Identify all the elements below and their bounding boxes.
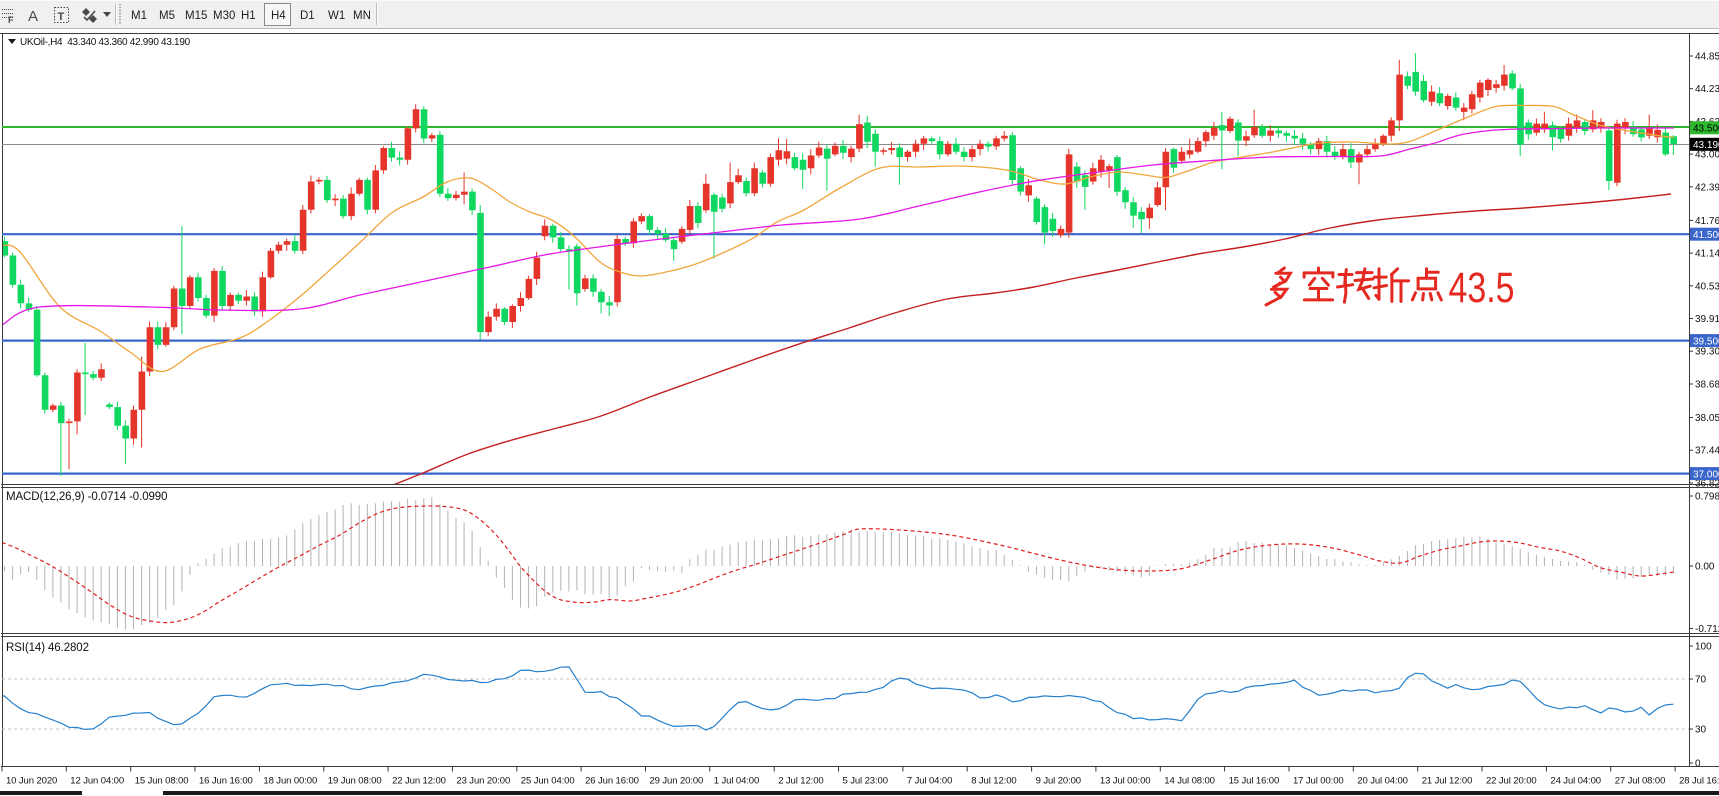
- svg-text:26 Jun 16:00: 26 Jun 16:00: [585, 776, 639, 787]
- svg-text:0: 0: [1695, 759, 1701, 770]
- svg-text:RSI(14) 46.2802: RSI(14) 46.2802: [6, 642, 89, 654]
- svg-text:43.500: 43.500: [1693, 124, 1719, 135]
- svg-text:F: F: [8, 15, 14, 25]
- svg-text:15 Jul 16:00: 15 Jul 16:00: [1229, 776, 1280, 787]
- svg-text:36.825: 36.825: [1695, 478, 1719, 489]
- svg-text:16 Jun 16:00: 16 Jun 16:00: [199, 776, 253, 787]
- svg-text:-0.7124: -0.7124: [1695, 624, 1719, 635]
- svg-text:19 Jun 08:00: 19 Jun 08:00: [328, 776, 382, 787]
- svg-text:9 Jul 20:00: 9 Jul 20:00: [1036, 776, 1081, 787]
- svg-text:UKOil-,H4 43.340 43.360 42.99: UKOil-,H4 43.340 43.360 42.990 43.190: [20, 37, 191, 48]
- svg-text:43.005: 43.005: [1695, 150, 1719, 161]
- svg-text:M1: M1: [131, 10, 147, 22]
- svg-text:25 Jun 04:00: 25 Jun 04:00: [521, 776, 575, 787]
- svg-text:42.390: 42.390: [1695, 182, 1719, 193]
- svg-text:41.760: 41.760: [1695, 216, 1719, 227]
- svg-text:A: A: [28, 8, 38, 25]
- svg-text:38.685: 38.685: [1695, 380, 1719, 391]
- svg-text:39.300: 39.300: [1695, 347, 1719, 358]
- svg-text:37.440: 37.440: [1695, 446, 1719, 457]
- svg-text:43.190: 43.190: [1693, 140, 1719, 151]
- svg-text:2 Jul 12:00: 2 Jul 12:00: [778, 776, 823, 787]
- svg-text:39.915: 39.915: [1695, 314, 1719, 325]
- svg-text:20 Jul 04:00: 20 Jul 04:00: [1357, 776, 1408, 787]
- svg-text:17 Jul 00:00: 17 Jul 00:00: [1293, 776, 1344, 787]
- svg-text:43.5: 43.5: [1449, 264, 1515, 312]
- svg-text:13 Jul 00:00: 13 Jul 00:00: [1100, 776, 1151, 787]
- svg-text:41.145: 41.145: [1695, 249, 1719, 260]
- svg-text:0.7986: 0.7986: [1695, 492, 1719, 503]
- svg-text:29 Jun 20:00: 29 Jun 20:00: [650, 776, 704, 787]
- svg-text:MACD(12,26,9) -0.0714 -0.0990: MACD(12,26,9) -0.0714 -0.0990: [6, 491, 167, 503]
- svg-text:21 Jul 12:00: 21 Jul 12:00: [1422, 776, 1473, 787]
- svg-text:23 Jun 20:00: 23 Jun 20:00: [456, 776, 510, 787]
- svg-text:37.000: 37.000: [1693, 469, 1719, 480]
- svg-text:100: 100: [1695, 642, 1712, 653]
- svg-text:1 Jul 04:00: 1 Jul 04:00: [714, 776, 759, 787]
- svg-text:28 Jul 16:00: 28 Jul 16:00: [1679, 776, 1719, 787]
- svg-text:10 Jun 2020: 10 Jun 2020: [6, 776, 57, 787]
- svg-text:MN: MN: [353, 10, 371, 22]
- svg-text:44.850: 44.850: [1695, 52, 1719, 63]
- svg-text:5 Jul 23:00: 5 Jul 23:00: [843, 776, 888, 787]
- svg-text:7 Jul 04:00: 7 Jul 04:00: [907, 776, 952, 787]
- svg-text:D1: D1: [300, 10, 315, 22]
- svg-text:15 Jun 08:00: 15 Jun 08:00: [135, 776, 189, 787]
- svg-text:T: T: [58, 11, 65, 23]
- svg-text:27 Jul 08:00: 27 Jul 08:00: [1615, 776, 1666, 787]
- svg-text:M5: M5: [159, 10, 175, 22]
- svg-text:W1: W1: [328, 10, 345, 22]
- svg-text:H1: H1: [241, 10, 256, 22]
- svg-text:38.055: 38.055: [1695, 413, 1719, 424]
- svg-text:12 Jun 04:00: 12 Jun 04:00: [70, 776, 124, 787]
- svg-text:24 Jul 04:00: 24 Jul 04:00: [1550, 776, 1601, 787]
- svg-text:8 Jul 12:00: 8 Jul 12:00: [971, 776, 1016, 787]
- svg-text:41.500: 41.500: [1693, 230, 1719, 241]
- svg-text:14 Jul 08:00: 14 Jul 08:00: [1164, 776, 1215, 787]
- svg-text:0.00: 0.00: [1695, 562, 1715, 573]
- svg-text:18 Jun 00:00: 18 Jun 00:00: [263, 776, 317, 787]
- svg-text:39.500: 39.500: [1693, 336, 1719, 347]
- svg-text:M15: M15: [185, 10, 207, 22]
- svg-text:30: 30: [1695, 725, 1707, 736]
- svg-text:40.530: 40.530: [1695, 281, 1719, 292]
- svg-text:44.235: 44.235: [1695, 84, 1719, 95]
- svg-text:22 Jun 12:00: 22 Jun 12:00: [392, 776, 446, 787]
- svg-text:22 Jul 20:00: 22 Jul 20:00: [1486, 776, 1537, 787]
- svg-text:M30: M30: [213, 10, 235, 22]
- svg-text:H4: H4: [271, 10, 286, 22]
- svg-text:70: 70: [1695, 675, 1707, 686]
